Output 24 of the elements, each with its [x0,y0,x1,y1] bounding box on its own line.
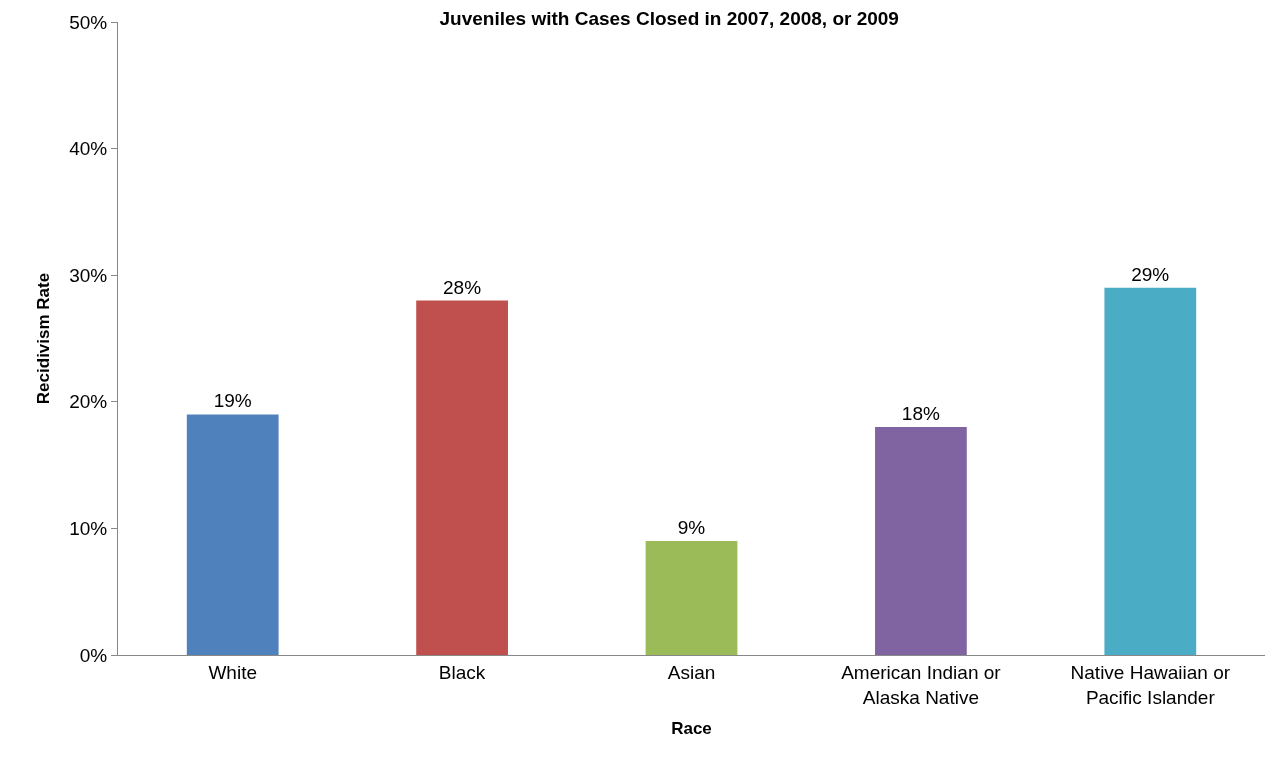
chart-title: Juveniles with Cases Closed in 2007, 2008, or 2009 [439,7,899,29]
y-tick-label: 10% [69,518,108,540]
data-label: 18% [901,403,940,425]
y-tick-label: 30% [69,264,108,286]
x-tick-label: Asian [667,661,716,683]
data-label: 9% [677,517,706,539]
data-label: 19% [213,390,252,412]
x-tick-label: American Indian or Alaska Native [841,661,1002,708]
bar [1104,287,1197,655]
x-axis-title: Race [671,718,712,738]
y-tick-label: 0% [79,644,108,666]
x-tick-label: Native Hawaiian or Pacific Islander [1070,661,1231,708]
bar [186,414,279,655]
bar [416,300,508,655]
x-tick-label: Black [438,661,486,683]
y-tick-label: 40% [69,138,108,160]
data-label: 29% [1131,263,1170,285]
y-axis-title: Recidivism Rate [33,272,53,405]
y-tick-label: 20% [69,391,108,413]
bar [875,427,967,655]
data-label: 28% [443,276,482,298]
x-tick-label: White [208,661,257,683]
bar [645,541,738,655]
y-tick-label: 50% [69,11,108,33]
